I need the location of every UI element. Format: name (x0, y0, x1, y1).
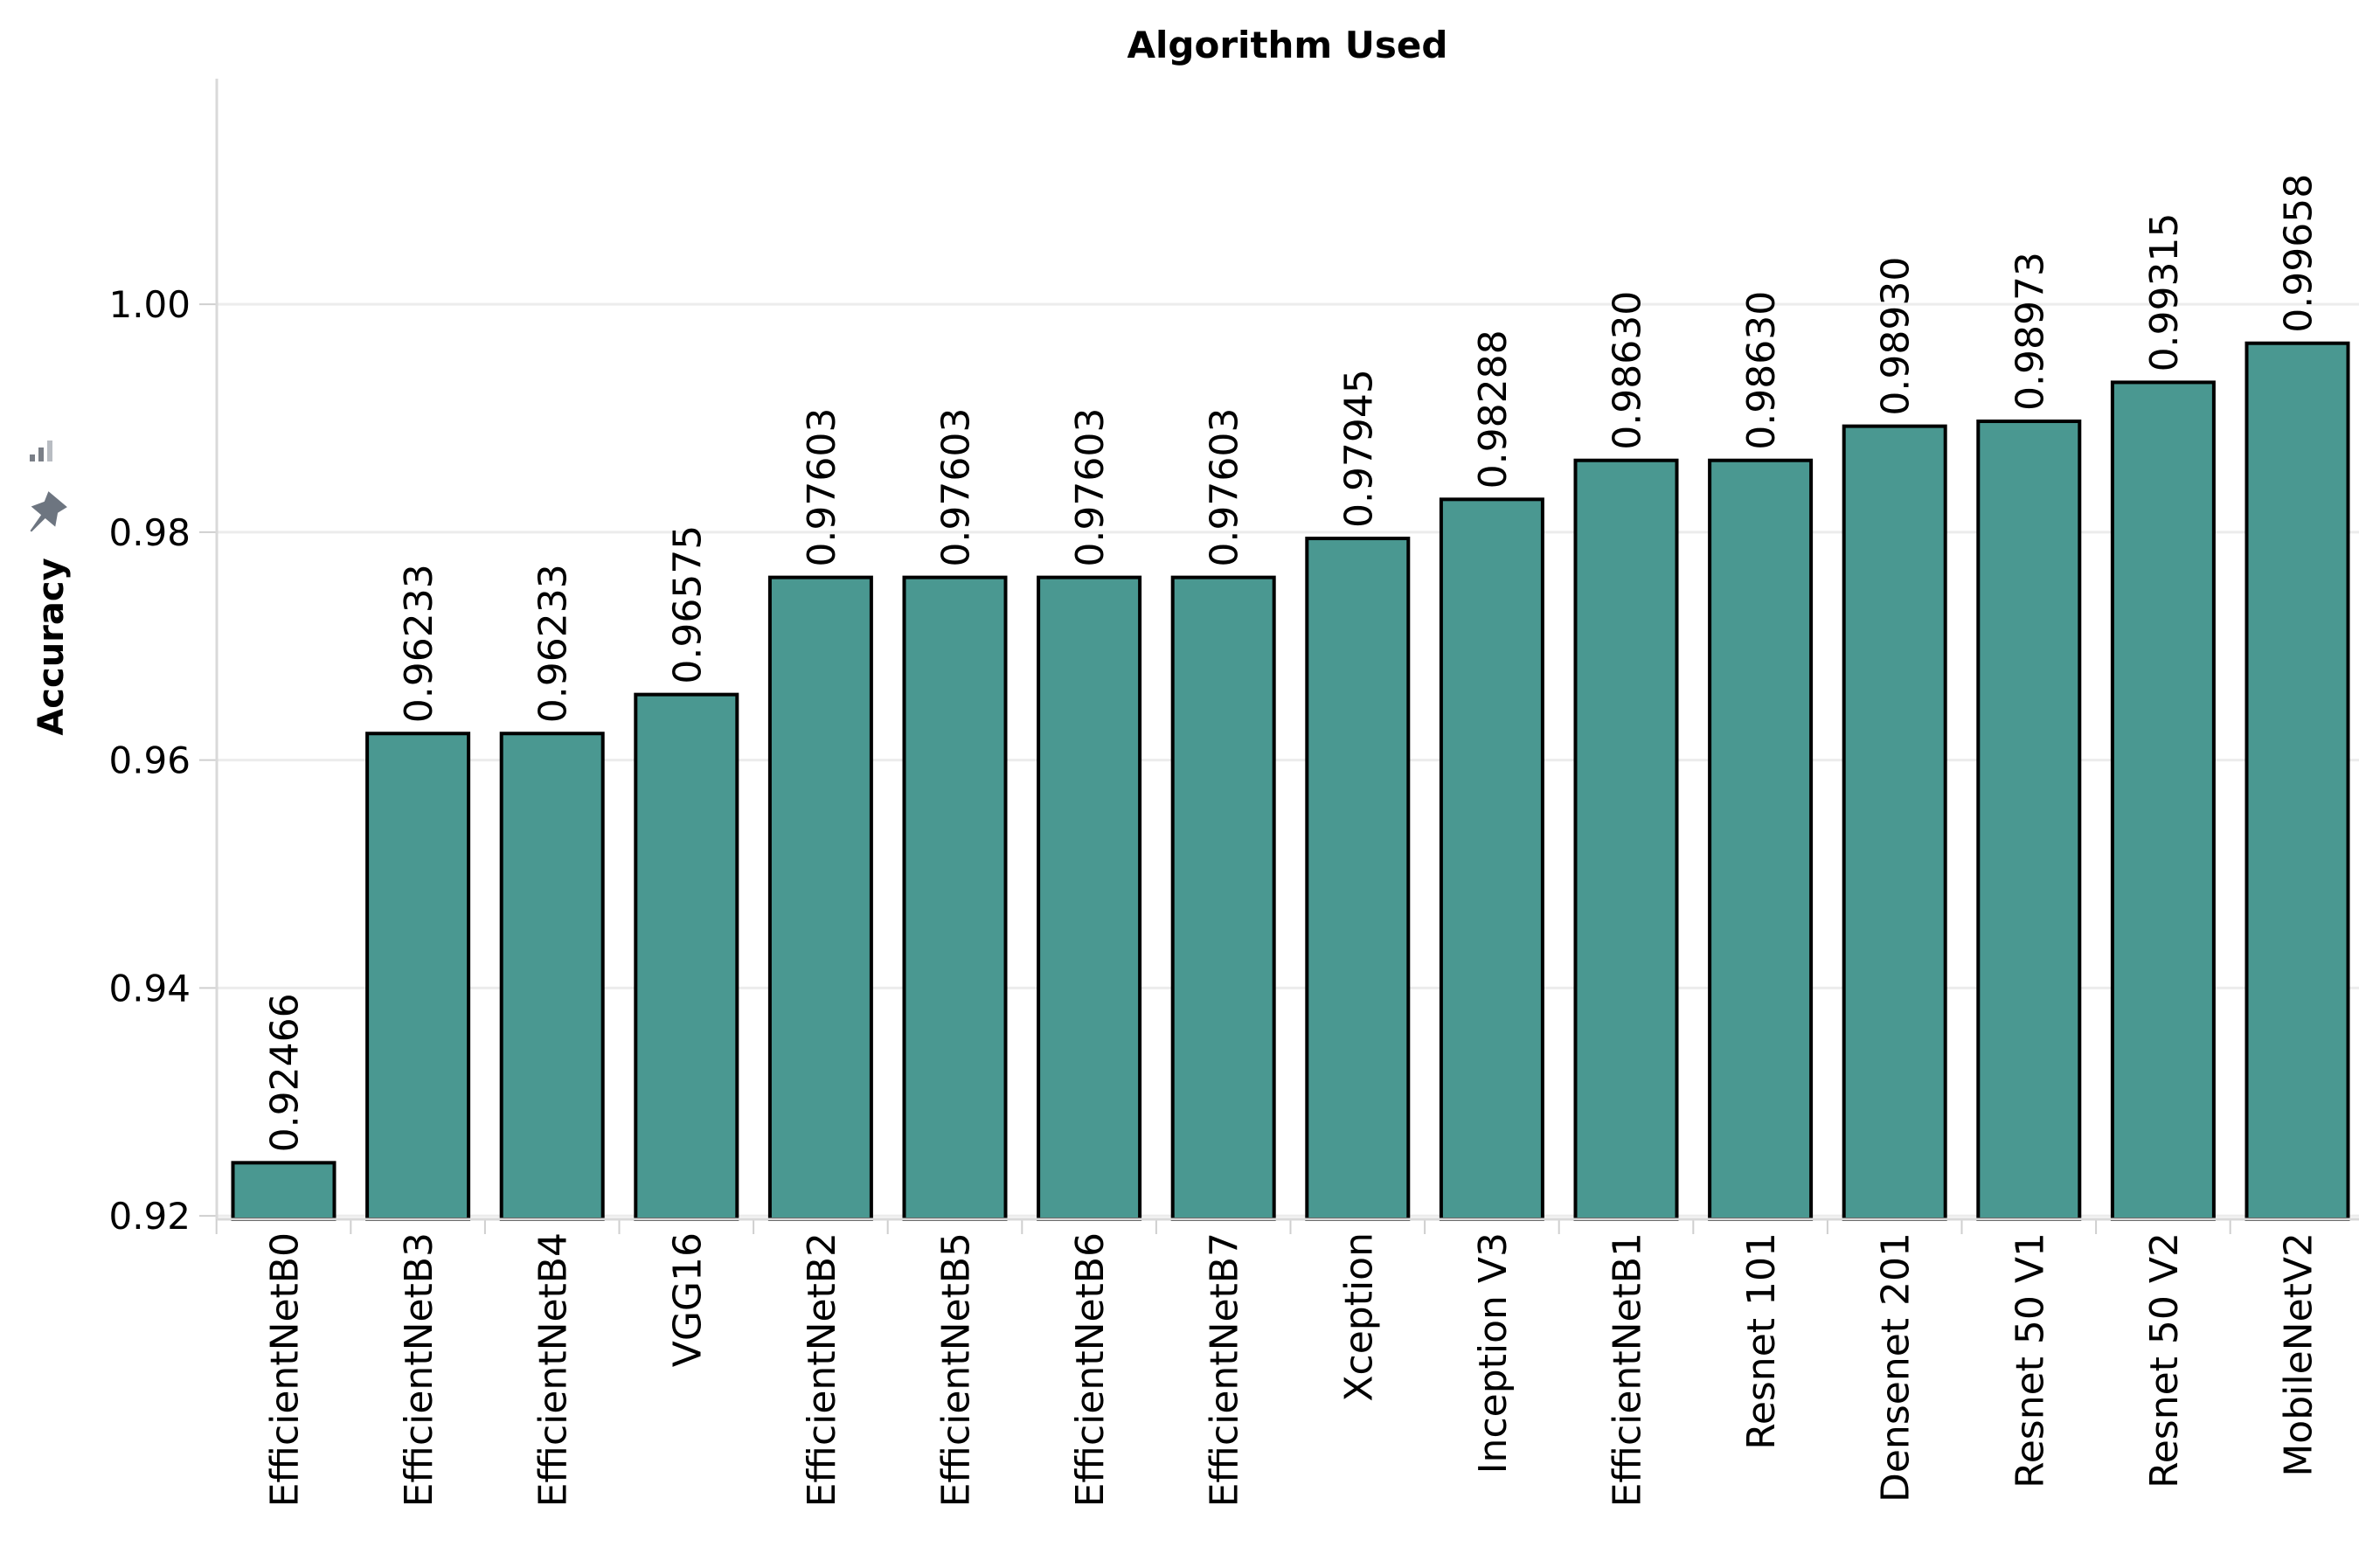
data-label: 0.92466 (263, 993, 308, 1152)
data-labels: 0.92466 0.96233 0.96233 0.96575 0.97603 0.976… (263, 174, 2321, 1153)
data-label: 0.98930 (1874, 257, 1918, 416)
x-tick-label: EfficientNetB0 (263, 1232, 308, 1507)
bars (231, 341, 2350, 1222)
chart-title: Algorithm Used (1127, 24, 1448, 66)
x-ticks: EfficientNetB0 EfficientNetB3 EfficientNet… (215, 1219, 2321, 1507)
data-label: 0.98630 (1739, 291, 1784, 450)
x-tick-label: Inception V3 (1471, 1232, 1516, 1474)
x-tick-label: EfficientNetB3 (397, 1232, 441, 1507)
data-label: 0.97603 (934, 408, 979, 567)
data-label: 0.98630 (1606, 291, 1650, 450)
bar[interactable] (2110, 380, 2216, 1221)
bar[interactable] (1976, 420, 2082, 1221)
y-axis-label: Accuracy (31, 558, 72, 735)
data-label: 0.99315 (2142, 212, 2187, 371)
bar[interactable] (1170, 575, 1276, 1221)
data-label: 0.98973 (2008, 252, 2052, 411)
x-tick-label: Resnet 50 V1 (2008, 1232, 2052, 1488)
bar[interactable] (1573, 458, 1679, 1221)
data-label: 0.99658 (2277, 174, 2321, 333)
x-tick-label: EfficientNetB4 (531, 1232, 576, 1507)
y-tick-label: 0.98 (108, 511, 191, 554)
data-label: 0.97603 (800, 408, 844, 567)
data-label: 0.97603 (1203, 408, 1247, 567)
bar[interactable] (634, 692, 739, 1221)
data-label: 0.97603 (1068, 408, 1113, 567)
bar[interactable] (902, 575, 1008, 1221)
y-tick-label: 0.94 (108, 967, 191, 1009)
y-tick-label: 0.92 (108, 1195, 191, 1238)
x-tick-label: VGG16 (665, 1232, 710, 1367)
y-axis: Accuracy (18, 441, 72, 736)
x-tick-label: Xception (1336, 1232, 1381, 1402)
axis-sort-icon[interactable] (30, 441, 52, 461)
bar[interactable] (231, 1161, 337, 1222)
x-tick-label: MobileNetV2 (2277, 1232, 2321, 1477)
bar[interactable] (1708, 458, 1814, 1221)
x-tick-label: EfficientNetB6 (1068, 1232, 1113, 1507)
bar[interactable] (2245, 341, 2350, 1222)
y-tick-label: 0.96 (108, 739, 191, 782)
data-label: 0.96233 (397, 564, 441, 723)
x-tick-label: EfficientNetB1 (1606, 1232, 1650, 1507)
bar[interactable] (1439, 497, 1544, 1221)
y-tick-label: 1.00 (108, 283, 191, 326)
bar[interactable] (365, 732, 471, 1221)
y-ticks: 0.92 0.94 0.96 0.98 1.00 (108, 283, 217, 1238)
x-tick-label: EfficientNetB5 (934, 1232, 979, 1507)
x-tick-label: Densenet 201 (1874, 1232, 1918, 1502)
bar[interactable] (1842, 424, 1947, 1221)
bar[interactable] (1305, 537, 1411, 1221)
bar[interactable] (499, 732, 605, 1221)
x-tick-label: EfficientNetB7 (1203, 1232, 1247, 1507)
data-label: 0.96233 (531, 564, 576, 723)
x-tick-label: EfficientNetB2 (800, 1232, 844, 1507)
x-tick-label: Resnet 50 V2 (2142, 1232, 2187, 1488)
pin-icon[interactable] (18, 489, 69, 542)
data-label: 0.97945 (1336, 369, 1381, 528)
bar[interactable] (767, 575, 873, 1221)
data-label: 0.98288 (1471, 330, 1516, 489)
data-label: 0.96575 (665, 525, 710, 684)
bar[interactable] (1037, 575, 1142, 1221)
x-tick-label: Resnet 101 (1739, 1232, 1784, 1450)
